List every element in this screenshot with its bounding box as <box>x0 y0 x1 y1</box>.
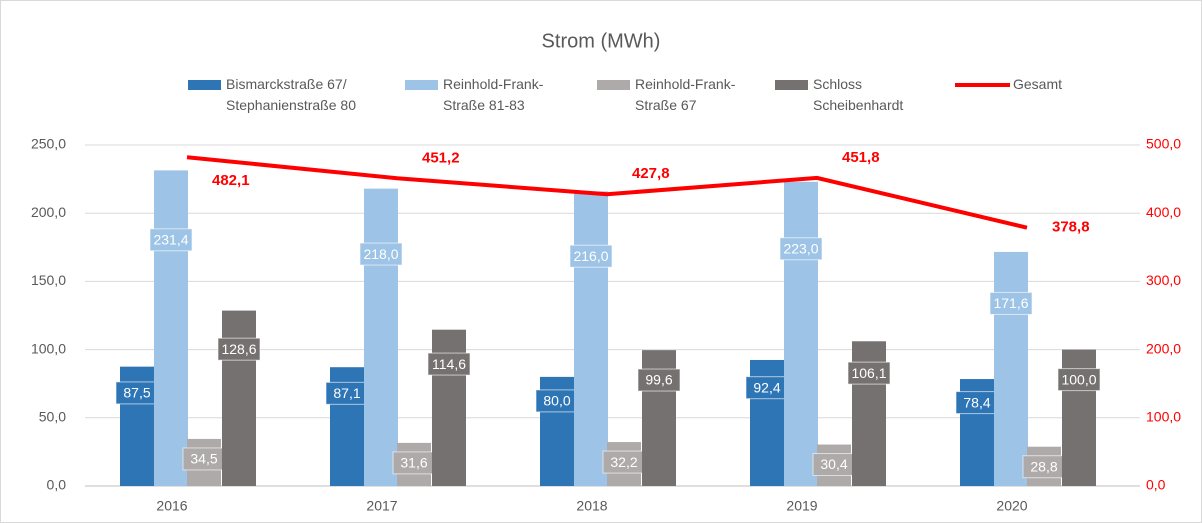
data-label: 114,6 <box>432 356 466 372</box>
data-label: 32,2 <box>610 454 637 470</box>
data-label-box <box>637 368 681 392</box>
data-label-box <box>1057 368 1101 392</box>
data-label: 80,0 <box>543 393 570 409</box>
data-label-box <box>359 242 403 266</box>
legend-swatch <box>188 80 221 90</box>
y-tick-label: 200,0 <box>31 204 66 220</box>
legend-label: Bismarckstraße 67/ Stephanienstraße 80 <box>226 76 356 113</box>
data-label: 30,4 <box>820 456 847 472</box>
bar <box>222 310 256 486</box>
x-tick-label: 2016 <box>156 498 187 514</box>
y2-tick-label: 400,0 <box>1146 204 1181 220</box>
data-label: 171,6 <box>993 295 1028 311</box>
data-label: 106,1 <box>851 365 886 381</box>
bar <box>154 170 188 486</box>
y2-tick-label: 0,0 <box>1146 477 1166 493</box>
legend-label: Gesamt <box>1013 76 1063 92</box>
y2-tick-label: 100,0 <box>1146 409 1181 425</box>
data-label: 78,4 <box>963 394 990 410</box>
data-label: 87,1 <box>333 385 360 401</box>
legend-swatch <box>597 80 630 90</box>
legend-label: Reinhold-Frank- Straße 67 <box>635 76 736 113</box>
data-label-box <box>989 291 1033 315</box>
legend-label: Schloss Scheibenhardt <box>813 76 904 113</box>
data-label: 451,8 <box>842 149 880 166</box>
data-label: 28,8 <box>1030 458 1057 474</box>
data-label: 87,5 <box>123 385 150 401</box>
x-tick-label: 2018 <box>576 498 607 514</box>
y2-tick-label: 200,0 <box>1146 340 1181 356</box>
y-tick-label: 100,0 <box>31 340 66 356</box>
data-label: 216,0 <box>573 248 608 264</box>
data-label: 218,0 <box>363 246 398 262</box>
bar <box>784 181 818 486</box>
data-label: 128,6 <box>221 341 256 357</box>
data-label-box <box>217 337 261 361</box>
data-label-box <box>149 228 193 252</box>
bar <box>364 188 398 486</box>
bar <box>574 191 608 486</box>
data-label-box <box>569 244 613 268</box>
legend-label: Reinhold-Frank- Straße 81-83 <box>443 76 544 113</box>
x-tick-label: 2019 <box>786 498 817 514</box>
x-tick-label: 2017 <box>366 498 397 514</box>
data-label-box <box>847 361 891 385</box>
y2-tick-label: 300,0 <box>1146 272 1181 288</box>
data-label: 223,0 <box>783 240 818 256</box>
legend-swatch <box>405 80 438 90</box>
data-label: 482,1 <box>212 172 250 189</box>
data-label: 100,0 <box>1061 371 1096 387</box>
data-label: 99,6 <box>645 372 672 388</box>
y-tick-label: 0,0 <box>47 477 67 493</box>
data-label-box <box>427 352 471 376</box>
y-tick-label: 50,0 <box>39 409 66 425</box>
legend-swatch <box>775 80 808 90</box>
data-label-box <box>779 237 823 261</box>
data-label: 92,4 <box>753 379 780 395</box>
data-label: 231,4 <box>153 232 188 248</box>
data-label: 427,8 <box>632 165 670 182</box>
y2-tick-label: 500,0 <box>1146 136 1181 152</box>
line <box>186 155 1028 230</box>
data-label: 378,8 <box>1052 219 1090 236</box>
x-tick-label: 2020 <box>996 498 1027 514</box>
bar <box>994 251 1028 486</box>
legend-swatch <box>955 83 1010 87</box>
chart-title: Strom (MWh) <box>542 30 661 52</box>
data-label: 31,6 <box>400 455 427 471</box>
data-label: 451,2 <box>422 149 460 166</box>
data-label: 34,5 <box>190 451 217 467</box>
y-tick-label: 250,0 <box>31 136 66 152</box>
y-tick-label: 150,0 <box>31 272 66 288</box>
